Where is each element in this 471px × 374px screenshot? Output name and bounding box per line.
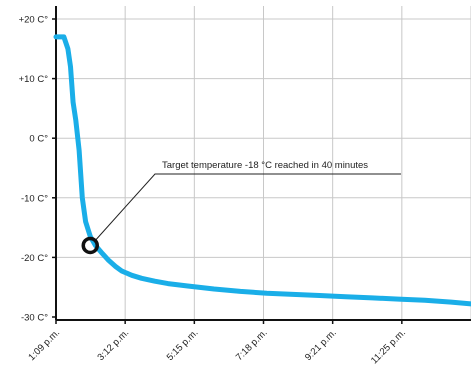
x-tick-label: 5:15 p.m. — [165, 327, 201, 363]
y-tick-label: +20 C° — [19, 15, 49, 26]
y-tick-label: 0 C° — [29, 134, 48, 145]
x-tick-label: 7:18 p.m. — [234, 327, 270, 363]
x-tick-label: 9:21 p.m. — [303, 327, 339, 363]
annotation-text: Target temperature -18 °C reached in 40 … — [162, 160, 368, 171]
y-tick-labels: +20 C° +10 C° 0 C° -10 C° -20 C° -30 C° — [19, 15, 56, 324]
x-tick-label: 1:09 p.m. — [26, 327, 62, 363]
x-tick-labels: 1:09 p.m. 3:12 p.m. 5:15 p.m. 7:18 p.m. 9:21… — [26, 320, 408, 366]
y-tick-label: +10 C° — [19, 74, 49, 85]
x-tick-label: 11:25 p.m. — [369, 327, 408, 366]
y-tick-label: -30 C° — [21, 313, 48, 324]
x-tick-label: 3:12 p.m. — [96, 327, 132, 363]
annotation: Target temperature -18 °C reached in 40 … — [83, 160, 401, 252]
y-tick-label: -20 C° — [21, 253, 48, 264]
y-tick-label: -10 C° — [21, 193, 48, 204]
annotation-leader-line — [95, 174, 401, 240]
